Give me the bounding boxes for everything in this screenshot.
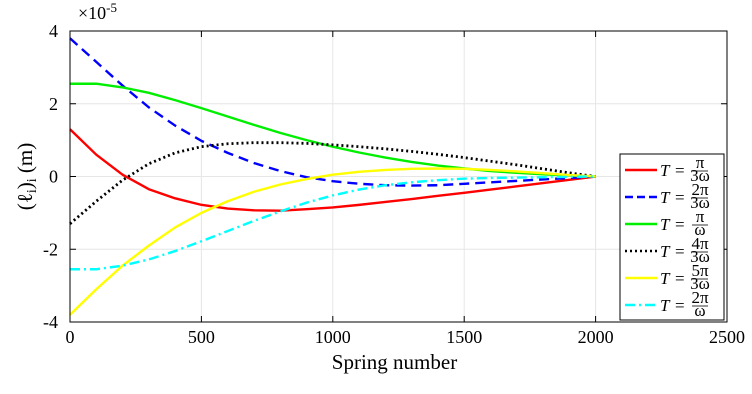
legend-fraction-denominator: ω	[694, 301, 705, 320]
y-label-part: (m)	[13, 143, 37, 179]
x-tick-label: 1000	[315, 327, 351, 347]
y-tick-label: 4	[49, 21, 58, 41]
legend-label: T	[660, 296, 671, 315]
legend-equals: =	[675, 296, 685, 315]
legend-label: T	[660, 188, 671, 207]
legend-fraction-numerator: 4π	[691, 234, 709, 253]
legend-box	[619, 153, 725, 321]
x-tick-label: 2000	[578, 327, 614, 347]
series-lines	[69, 37, 596, 316]
x-tick-label: 500	[188, 327, 215, 347]
y-axis-exponent: ×10-5	[78, 0, 117, 23]
x-tick-label: 0	[66, 327, 75, 347]
x-tick-label: 1500	[446, 327, 482, 347]
legend-label: T	[660, 269, 671, 288]
legend-fraction-denominator: 3ω	[690, 193, 710, 212]
legend-fraction-denominator: ω	[694, 220, 705, 239]
legend-label: T	[660, 242, 671, 261]
y-label-part: (ℓ	[13, 193, 37, 210]
y-axis-label: (ℓi)i (m)	[13, 143, 40, 210]
series-line	[69, 37, 596, 187]
x-axis-label: Spring number	[332, 350, 457, 374]
y-tick-label: 2	[49, 94, 58, 114]
axis-ticks: 0 500 1000 1500 2000 2500 -4 -2 0 2 4	[43, 21, 745, 347]
legend-fraction-numerator: π	[696, 153, 705, 172]
series-line	[69, 167, 596, 316]
series-line	[69, 141, 596, 225]
series-line	[70, 82, 596, 178]
legend-label: T	[660, 161, 671, 180]
legend-equals: =	[675, 188, 685, 207]
legend-fraction-denominator: 3ω	[690, 274, 710, 293]
y-tick-label: -2	[43, 239, 58, 259]
legend-equals: =	[675, 269, 685, 288]
legend-equals: =	[675, 215, 685, 234]
y-tick-label: 0	[49, 167, 58, 187]
legend-fraction-numerator: 2π	[691, 288, 709, 307]
legend-fraction-numerator: 5π	[691, 261, 709, 280]
series-line	[70, 175, 596, 271]
legend-label: T	[660, 215, 671, 234]
legend-fraction-denominator: 3ω	[690, 247, 710, 266]
y-exponent-power: -5	[106, 0, 117, 15]
y-label-part: )	[13, 182, 37, 189]
legend-equals: =	[675, 242, 685, 261]
y-exponent-base: ×10	[78, 3, 106, 23]
grid	[70, 31, 727, 322]
legend-fraction-numerator: π	[696, 207, 705, 226]
legend-fraction-numerator: 2π	[691, 180, 709, 199]
series-line	[69, 128, 596, 212]
y-label-sub: i	[25, 178, 40, 182]
y-tick-label: -4	[43, 312, 58, 332]
legend-equals: =	[675, 161, 685, 180]
y-label-sub: i	[25, 189, 40, 193]
legend-fraction-denominator: 3ω	[690, 166, 710, 185]
x-tick-label: 2500	[709, 327, 745, 347]
